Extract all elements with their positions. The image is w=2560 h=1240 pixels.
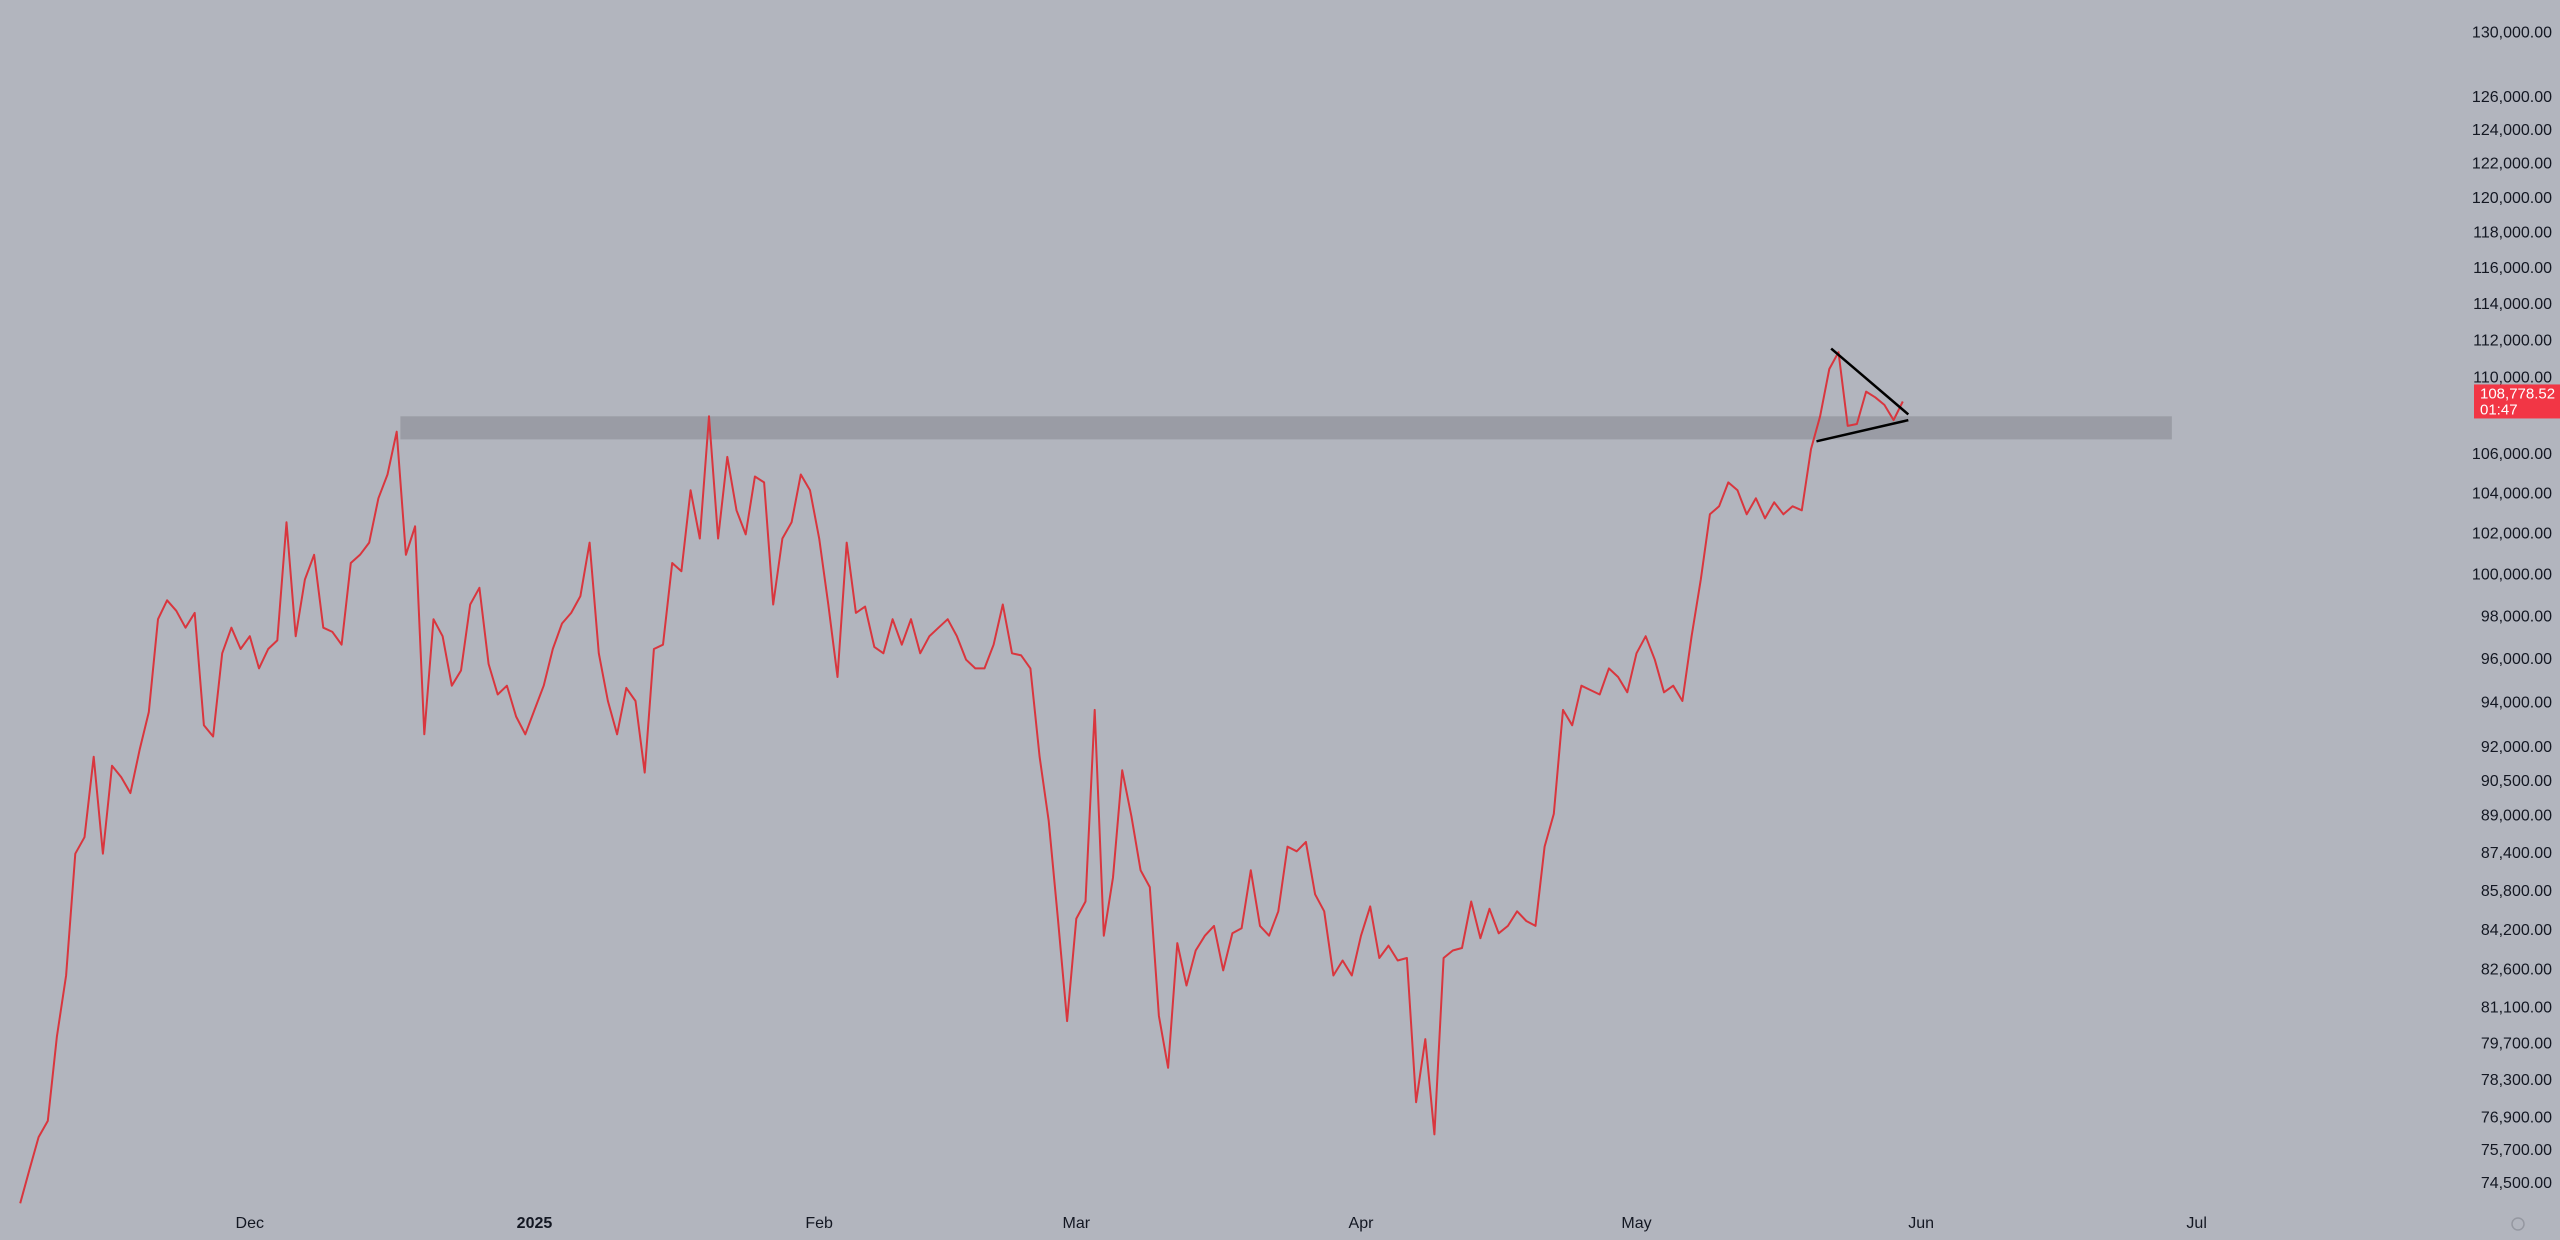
y-tick-label: 120,000.00 [2472,190,2552,207]
x-tick-label: Mar [1063,1215,1091,1232]
y-tick-label: 112,000.00 [2473,332,2552,349]
y-tick-label: 79,700.00 [2481,1036,2552,1053]
x-tick-label: Jun [1908,1215,1934,1232]
y-tick-label: 87,400.00 [2481,845,2552,862]
trendline [1830,347,1910,416]
trendline [1816,418,1909,443]
y-tick-label: 76,900.00 [2481,1109,2552,1126]
y-tick-label: 100,000.00 [2472,567,2552,584]
y-tick-label: 104,000.00 [2472,486,2552,503]
y-tick-label: 98,000.00 [2481,608,2552,625]
x-tick-label: Jul [2186,1215,2206,1232]
y-tick-label: 96,000.00 [2481,651,2552,668]
x-tick-label: 2025 [517,1215,553,1232]
y-tick-label: 124,000.00 [2472,122,2552,139]
x-tick-label: Dec [236,1215,264,1232]
y-tick-label: 118,000.00 [2473,225,2552,242]
x-tick-label: Feb [805,1215,833,1232]
price-line [19,351,1904,1204]
logo-icon [2511,1217,2525,1231]
countdown-label: 01:47 [2480,401,2518,418]
y-tick-label: 85,800.00 [2481,883,2552,900]
x-tick-label: Apr [1349,1215,1375,1232]
y-tick-label: 84,200.00 [2481,922,2552,939]
y-tick-label: 74,500.00 [2481,1175,2552,1192]
resistance-zone [400,416,2172,440]
y-tick-label: 90,500.00 [2481,773,2552,790]
y-tick-label: 75,700.00 [2481,1142,2552,1159]
last-price-tag [2474,384,2560,419]
y-tick-label: 89,000.00 [2481,807,2552,824]
y-tick-label: 122,000.00 [2472,156,2552,173]
y-tick-label: 82,600.00 [2481,962,2552,979]
y-tick-label: 116,000.00 [2473,260,2552,277]
x-tick-label: May [1621,1215,1651,1232]
y-tick-label: 106,000.00 [2472,446,2552,463]
y-tick-label: 110,000.00 [2473,370,2552,387]
y-tick-label: 94,000.00 [2481,694,2552,711]
last-price-label: 108,778.52 [2480,385,2555,402]
y-tick-label: 114,000.00 [2473,296,2552,313]
y-tick-label: 126,000.00 [2472,89,2552,106]
y-tick-label: 130,000.00 [2472,24,2552,41]
y-tick-label: 102,000.00 [2472,526,2552,543]
y-tick-label: 92,000.00 [2481,739,2552,756]
y-tick-label: 78,300.00 [2481,1072,2552,1089]
y-tick-label: 81,100.00 [2481,1000,2552,1017]
